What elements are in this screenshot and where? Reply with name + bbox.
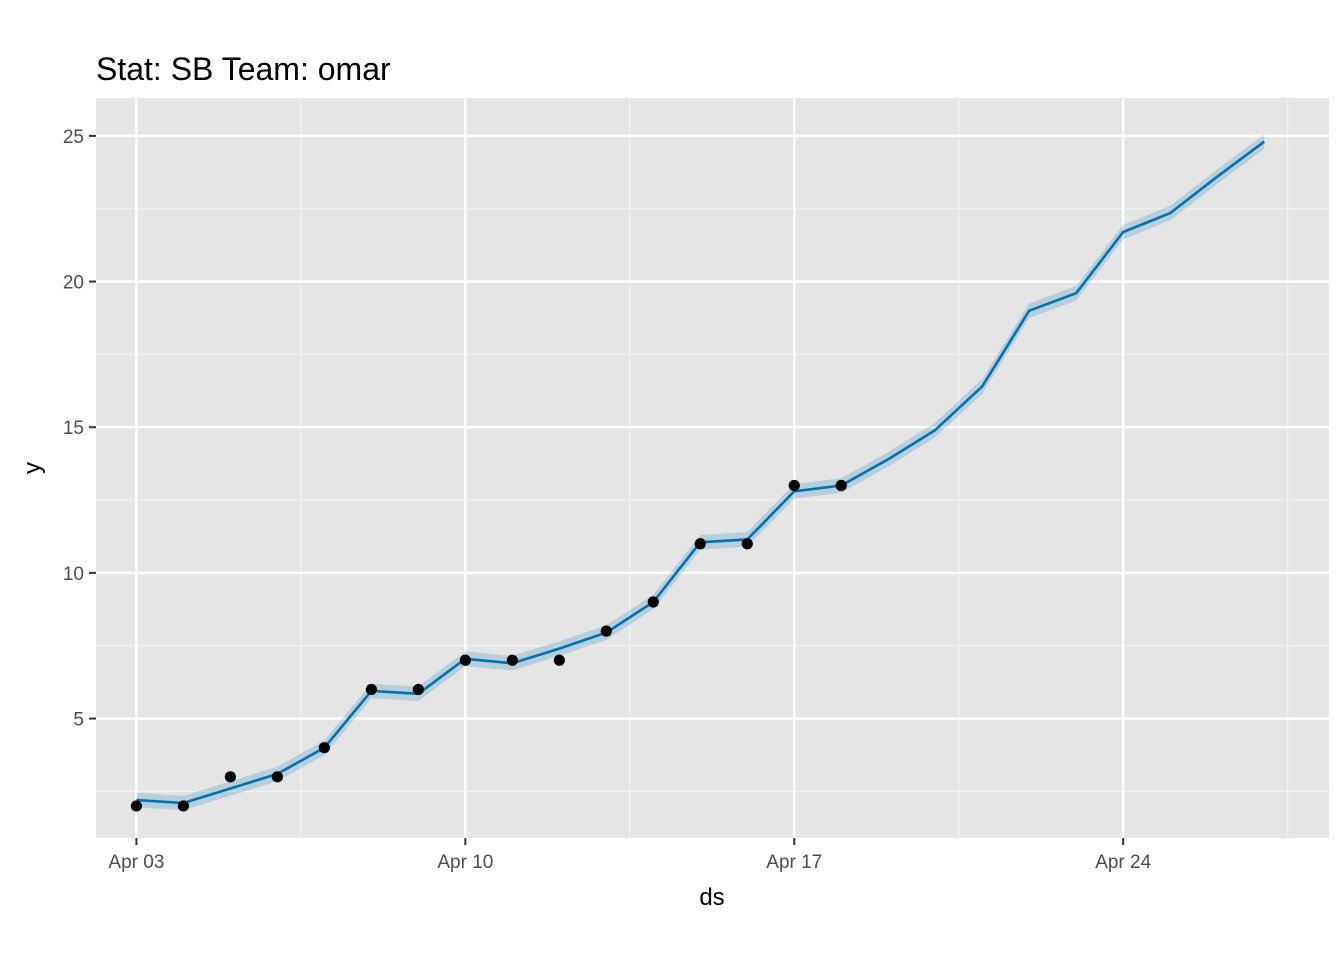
data-point: [459, 654, 471, 666]
major-gridlines: [96, 98, 1329, 838]
data-point: [741, 538, 753, 550]
data-point: [177, 800, 190, 812]
y-tick-label: 20: [63, 273, 84, 294]
data-point: [600, 625, 612, 637]
x-tick-label: Apr 10: [437, 852, 493, 873]
x-tick-label: Apr 17: [766, 852, 822, 873]
y-axis-ticks: 5 10 15 20 25: [63, 127, 96, 731]
data-point: [694, 538, 706, 550]
data-point: [365, 683, 377, 696]
data-point: [553, 654, 565, 666]
y-tick-label: 15: [63, 418, 84, 439]
x-axis-ticks: Apr 03 Apr 10 Apr 17 Apr 24: [108, 838, 1152, 873]
y-tick-label: 25: [63, 127, 84, 148]
data-point: [224, 771, 236, 783]
data-point: [506, 654, 518, 666]
data-point: [318, 742, 330, 754]
y-axis-title: y: [19, 462, 46, 474]
minor-gridlines: [96, 98, 1329, 838]
data-point: [647, 596, 659, 608]
data-point: [788, 479, 800, 492]
y-tick-label: 10: [63, 564, 84, 585]
data-point: [835, 479, 847, 492]
x-tick-label: Apr 03: [108, 852, 164, 873]
data-point: [412, 683, 424, 696]
chart-title: Stat: SB Team: omar: [96, 51, 391, 87]
x-tick-label: Apr 24: [1095, 852, 1151, 873]
data-point: [130, 800, 143, 812]
x-axis-title: ds: [699, 884, 724, 911]
y-tick-label: 5: [73, 710, 84, 731]
data-point: [271, 771, 283, 783]
observed-points: [130, 479, 847, 812]
